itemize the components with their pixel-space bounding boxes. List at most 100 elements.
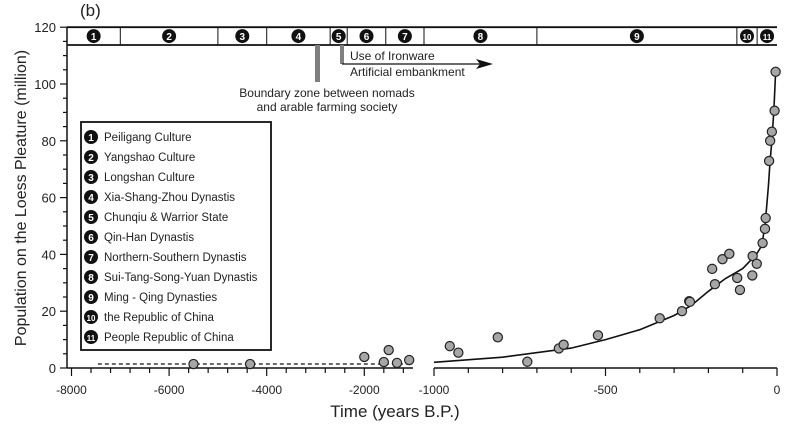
legend-label: Peiligang Culture: [104, 132, 192, 144]
legend-label: Northern-Southern Dynastis: [104, 252, 247, 264]
data-point: [383, 344, 394, 356]
period-number: 1: [91, 32, 97, 43]
legend-box: [80, 121, 272, 351]
legend-label: Yangshao Culture: [104, 152, 195, 164]
legend-number-badge: [84, 190, 98, 204]
legend-number-badge: [84, 310, 98, 324]
legend-number: 2: [88, 153, 94, 164]
embankment-label: Artificial embankment: [350, 65, 465, 79]
legend-label: Longshan Culture: [104, 172, 195, 184]
data-point: [676, 306, 688, 317]
x-tick-label: -8000: [56, 383, 87, 397]
data-point: [558, 339, 569, 350]
plot-marks: [97, 66, 781, 370]
period-band: 1 2 3 4 5 6 7 8 9 10 11: [67, 26, 777, 46]
legend-number-badge: [84, 210, 98, 224]
y-axis-title: Population on the Loess Pleature (millio…: [13, 50, 30, 346]
y-tick-label: 40: [42, 247, 56, 262]
arrow-head-icon: [476, 59, 493, 69]
period-number: 4: [296, 32, 302, 43]
y-tick-label: 120: [34, 20, 56, 35]
data-point: [403, 354, 415, 366]
data-point: [759, 223, 771, 235]
data-point: [492, 332, 503, 343]
legend-number-badge: [84, 230, 98, 244]
period-number-badge: [86, 29, 101, 44]
period-number-badge: [760, 29, 775, 44]
data-point: [359, 351, 370, 363]
legend-label: Qin-Han Dynastis: [104, 232, 194, 244]
data-point: [766, 126, 778, 137]
annotations: Boundary zone between nomads and arable …: [239, 45, 493, 114]
data-point: [654, 313, 665, 324]
data-point: [734, 284, 746, 296]
legend-label: Sui-Tang-Song-Yuan Dynastis: [104, 272, 258, 284]
period-number-badge: [397, 29, 412, 44]
data-point: [732, 272, 743, 284]
x-tick-label: -4000: [251, 383, 282, 397]
legend: 1 Peiligang Culture 2 Yangshao Culture 3 Long…: [80, 121, 272, 351]
ironware-label: Use of Ironware: [350, 49, 435, 63]
period-number: 10: [743, 33, 752, 42]
legend-number: 8: [88, 273, 94, 284]
data-point: [709, 279, 721, 290]
period-number: 9: [634, 32, 640, 43]
legend-label: Xia-Shang-Zhou Dynastis: [104, 192, 235, 204]
legend-number: 9: [88, 293, 94, 304]
data-point: [770, 66, 781, 77]
data-point: [769, 105, 780, 116]
period-number: 3: [240, 32, 246, 43]
legend-number: 11: [87, 334, 96, 343]
data-point: [757, 237, 768, 249]
y-tick-label: 20: [42, 304, 56, 319]
data-point: [453, 347, 464, 358]
period-number-badge: [473, 29, 488, 44]
legend-number: 6: [88, 233, 94, 244]
y-tick-label: 80: [42, 134, 56, 149]
x-tick-label: -500: [593, 383, 617, 397]
x-tick-label: 0: [774, 383, 781, 397]
period-number: 5: [336, 32, 342, 43]
period-number-badge: [359, 29, 374, 44]
x-tick-label: -2000: [349, 383, 380, 397]
legend-number: 1: [88, 133, 94, 144]
x-axis-title: Time (years B.P.): [330, 402, 459, 421]
boundary-zone-label-1: Boundary zone between nomads: [239, 86, 414, 100]
period-number-badge: [331, 29, 346, 44]
legend-number: 3: [88, 173, 94, 184]
period-number: 11: [763, 33, 772, 42]
data-point: [706, 263, 718, 275]
data-point: [592, 330, 604, 341]
legend-number-badge: [84, 250, 98, 264]
data-point: [747, 270, 758, 281]
data-point: [760, 212, 771, 224]
fitted-curve: [433, 72, 777, 364]
data-point: [684, 296, 696, 308]
legend-number: 10: [87, 314, 96, 323]
data-point: [188, 358, 199, 370]
boundary-zone-marker: [315, 45, 320, 82]
legend-number-badge: [84, 330, 98, 344]
legend-number-badge: [84, 290, 98, 304]
data-point: [391, 357, 403, 369]
period-number: 8: [478, 32, 484, 43]
legend-number-badge: [84, 270, 98, 284]
legend-number-badge: [84, 150, 98, 164]
y-tick-label: 100: [34, 77, 56, 92]
period-number-badge: [739, 29, 754, 44]
data-point: [763, 155, 775, 167]
legend-label: the Republic of China: [104, 312, 215, 324]
period-number: 7: [402, 32, 408, 43]
period-number: 6: [364, 32, 370, 43]
legend-number: 5: [88, 213, 94, 224]
data-point: [522, 356, 533, 367]
panel-label: (b): [80, 1, 101, 20]
period-number-badge: [162, 29, 177, 44]
period-number: 2: [166, 32, 172, 43]
x-tick-label: -1000: [419, 383, 450, 397]
legend-number-badge: [84, 170, 98, 184]
data-point: [724, 248, 735, 260]
period-number-badge: [629, 29, 644, 44]
